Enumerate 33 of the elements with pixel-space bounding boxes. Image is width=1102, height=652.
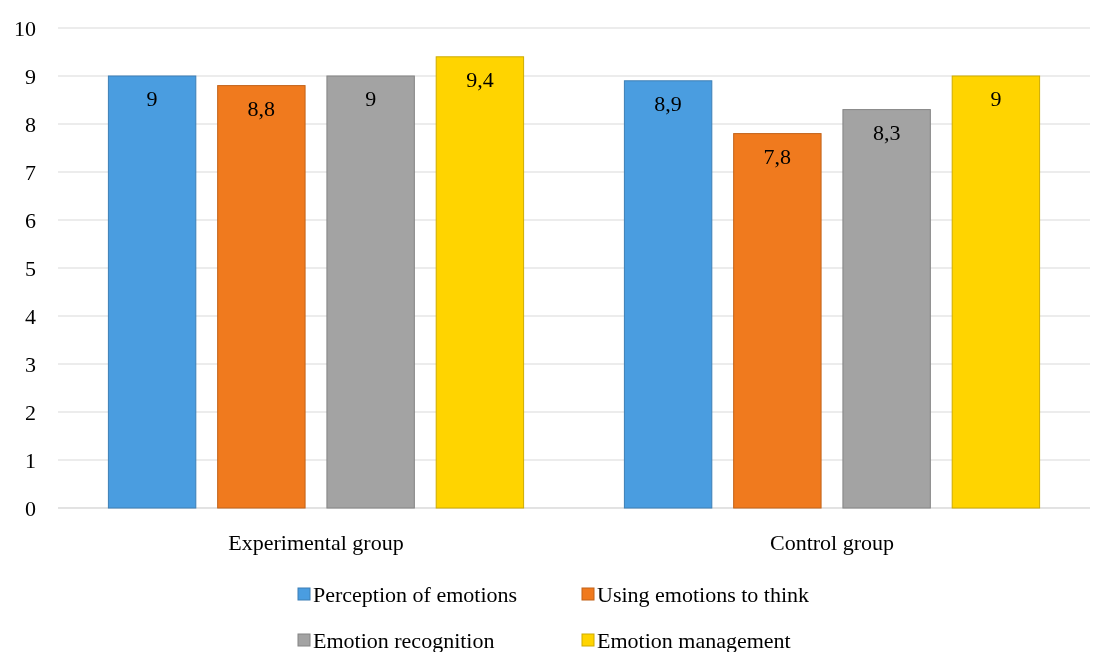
- bar: [951, 75, 1041, 509]
- data-label: 9: [365, 86, 377, 111]
- bar: [326, 75, 415, 509]
- x-tick-label: Experimental group: [228, 530, 404, 555]
- data-label: 8,3: [872, 119, 901, 145]
- bar: [435, 56, 525, 509]
- bar: [107, 75, 197, 509]
- y-tick-label: 1: [25, 447, 36, 473]
- x-tick-label: Control group: [769, 530, 895, 555]
- data-label: 9: [146, 86, 158, 111]
- y-tick-label: 9: [25, 63, 36, 89]
- legend-label: Using emotions to think: [597, 581, 810, 607]
- y-tick-label: 6: [25, 207, 36, 233]
- legend-label: Emotion recognition: [313, 627, 495, 652]
- y-tick-label: 3: [25, 351, 36, 377]
- y-tick-label: 0: [25, 495, 36, 521]
- y-tick-label: 5: [25, 255, 36, 281]
- bar: [217, 85, 306, 509]
- data-label: 8,9: [654, 90, 682, 116]
- bar: [733, 133, 822, 509]
- data-label: 8,8: [247, 95, 276, 121]
- bar: [623, 80, 713, 509]
- data-label: 9: [990, 86, 1002, 111]
- legend-label: Emotion management: [597, 627, 791, 652]
- data-label: 9,4: [466, 66, 494, 92]
- legend-label: Perception of emotions: [313, 581, 518, 607]
- data-label: 7,8: [763, 143, 792, 169]
- bar: [842, 109, 931, 509]
- y-tick-label: 4: [25, 303, 36, 329]
- y-tick-label: 7: [25, 159, 36, 185]
- y-tick-label: 10: [14, 15, 36, 41]
- y-tick-label: 2: [25, 399, 36, 425]
- y-tick-label: 8: [25, 111, 36, 137]
